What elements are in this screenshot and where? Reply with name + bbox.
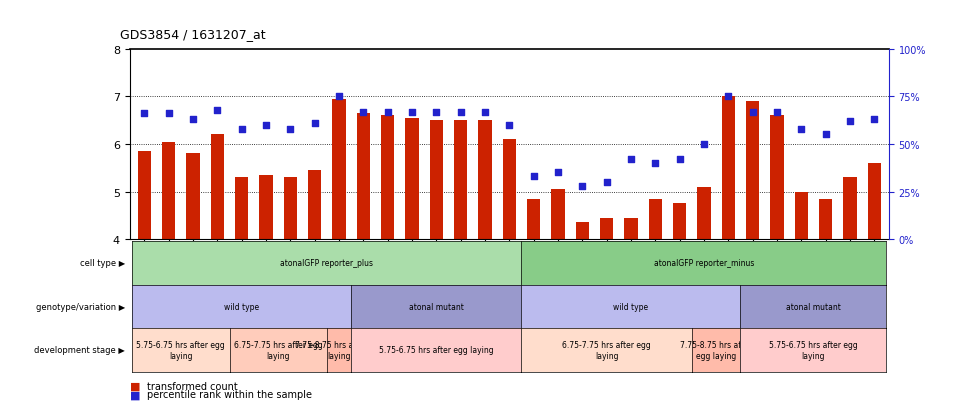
Text: atonalGFP reporter_minus: atonalGFP reporter_minus: [653, 259, 754, 268]
Bar: [503, 140, 516, 240]
Text: 7.75-8.75 hrs after egg
laying: 7.75-8.75 hrs after egg laying: [295, 340, 383, 360]
Text: genotype/variation ▶: genotype/variation ▶: [36, 302, 125, 311]
Point: [185, 116, 201, 123]
Text: 6.75-7.75 hrs after egg
laying: 6.75-7.75 hrs after egg laying: [562, 340, 651, 360]
Text: transformed count: transformed count: [147, 381, 237, 391]
Text: 5.75-6.75 hrs after egg laying: 5.75-6.75 hrs after egg laying: [379, 346, 494, 354]
Text: atonal mutant: atonal mutant: [408, 302, 464, 311]
Bar: [771, 116, 783, 240]
Bar: [333, 100, 346, 240]
Point: [745, 109, 760, 116]
Text: 7.75-8.75 hrs after
egg laying: 7.75-8.75 hrs after egg laying: [680, 340, 752, 360]
Point: [867, 116, 882, 123]
Bar: [357, 114, 370, 240]
Text: cell type ▶: cell type ▶: [80, 259, 125, 268]
Point: [842, 119, 857, 125]
Text: wild type: wild type: [613, 302, 649, 311]
Bar: [819, 199, 832, 240]
Point: [721, 94, 736, 100]
Bar: [283, 178, 297, 240]
Point: [818, 132, 833, 138]
Text: 6.75-7.75 hrs after egg
laying: 6.75-7.75 hrs after egg laying: [234, 340, 323, 360]
Bar: [406, 119, 419, 240]
Point: [599, 179, 614, 186]
Text: wild type: wild type: [224, 302, 259, 311]
Bar: [844, 178, 856, 240]
Point: [672, 157, 687, 163]
Point: [209, 107, 225, 114]
Bar: [673, 204, 686, 240]
Point: [307, 120, 322, 127]
Point: [283, 126, 298, 133]
Text: development stage ▶: development stage ▶: [34, 346, 125, 354]
Bar: [600, 218, 613, 240]
Bar: [210, 135, 224, 240]
Text: GDS3854 / 1631207_at: GDS3854 / 1631207_at: [120, 28, 266, 41]
Point: [136, 111, 152, 117]
Text: percentile rank within the sample: percentile rank within the sample: [147, 389, 312, 399]
Point: [648, 160, 663, 167]
Text: 5.75-6.75 hrs after egg
laying: 5.75-6.75 hrs after egg laying: [769, 340, 858, 360]
Bar: [746, 102, 759, 240]
Bar: [576, 223, 589, 240]
Bar: [259, 176, 273, 240]
Point: [259, 122, 274, 129]
Bar: [649, 199, 662, 240]
Bar: [552, 190, 565, 240]
Bar: [137, 152, 151, 240]
Point: [502, 122, 517, 129]
Bar: [454, 121, 467, 240]
Bar: [527, 199, 540, 240]
Bar: [795, 192, 808, 240]
Bar: [381, 116, 394, 240]
Point: [478, 109, 493, 116]
Bar: [698, 188, 711, 240]
Point: [380, 109, 395, 116]
Bar: [186, 154, 200, 240]
Text: ■: ■: [130, 381, 140, 391]
Point: [697, 141, 712, 148]
Point: [526, 173, 541, 180]
Point: [405, 109, 420, 116]
Point: [575, 183, 590, 190]
Point: [624, 157, 639, 163]
Bar: [479, 121, 492, 240]
Point: [161, 111, 177, 117]
Bar: [722, 97, 735, 240]
Bar: [430, 121, 443, 240]
Point: [551, 170, 566, 176]
Text: 5.75-6.75 hrs after egg
laying: 5.75-6.75 hrs after egg laying: [136, 340, 225, 360]
Bar: [868, 164, 881, 240]
Point: [356, 109, 371, 116]
Text: atonal mutant: atonal mutant: [786, 302, 841, 311]
Bar: [235, 178, 248, 240]
Point: [429, 109, 444, 116]
Bar: [625, 218, 638, 240]
Point: [794, 126, 809, 133]
Text: ■: ■: [130, 389, 140, 399]
Point: [234, 126, 249, 133]
Point: [453, 109, 468, 116]
Point: [770, 109, 785, 116]
Bar: [162, 142, 175, 240]
Text: atonalGFP reporter_plus: atonalGFP reporter_plus: [281, 259, 373, 268]
Point: [332, 94, 347, 100]
Bar: [308, 171, 321, 240]
